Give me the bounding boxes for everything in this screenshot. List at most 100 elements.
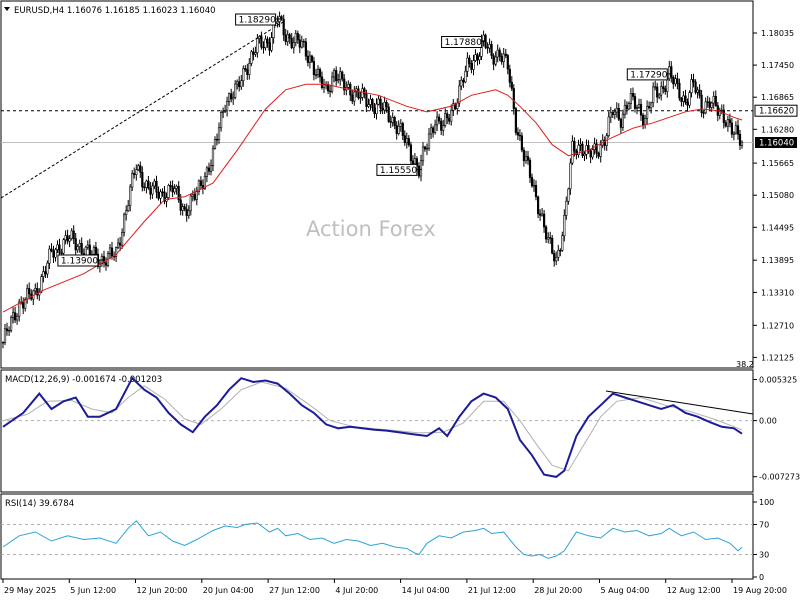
candle [337,73,340,84]
candle [613,108,616,120]
candle [318,67,322,83]
candle [722,104,725,129]
candle [692,73,695,88]
candle [429,123,433,139]
candle [320,71,324,90]
candle [280,15,283,21]
candle [173,184,176,195]
candle [143,182,146,191]
candle [205,165,209,183]
candle [381,102,384,115]
candle [351,89,354,105]
candle [678,78,681,101]
candle [627,101,630,111]
chart-menu-icon[interactable] [4,7,10,11]
candle [228,92,231,106]
candle [557,244,560,262]
candle [714,90,717,107]
candle [290,33,293,50]
candle [607,111,610,138]
candle [316,65,320,79]
candle [314,68,318,80]
candle [718,107,721,120]
price-callout-label: 1.13900 [61,257,98,267]
candle [660,81,663,101]
rsi-panel-title: RSI(14) 39.6784 [5,499,74,509]
candle [56,240,59,254]
price-callout: 1.15550 [376,163,422,176]
candle [232,91,235,105]
candle [175,184,178,195]
candle [335,66,338,86]
candle [5,322,9,336]
moving-average-line [2,83,743,313]
rsi-tick-label: 100 [759,498,774,507]
candle [444,108,447,128]
candle [417,162,421,179]
candle [462,77,465,88]
candle [298,34,301,54]
time-tick-label: 5 Jun 12:00 [70,586,116,595]
candle [520,132,523,153]
candle [306,50,310,67]
time-tick-label: 12 Jun 20:00 [137,586,188,595]
candle [516,127,519,140]
candle [222,107,225,119]
candle [512,84,515,115]
candle [117,238,120,250]
candle [149,182,152,200]
candle [732,131,735,141]
reference-price-tag-text: 1.16620 [759,107,794,117]
candle [74,233,77,255]
candle [476,52,479,66]
candle [704,97,707,115]
candle [14,306,17,323]
candle [119,237,122,252]
current-price-tag [755,137,797,148]
candle [159,189,162,204]
time-tick-label: 12 Aug 12:00 [667,586,721,595]
candle [209,159,213,176]
candle [639,98,643,121]
candle [22,297,25,315]
price-tick-label: 1.15665 [761,159,794,168]
candle [330,71,334,94]
price-callout: 1.13900 [57,254,103,267]
candle [431,125,435,138]
candle [177,181,180,203]
candle [486,42,489,54]
price-tick-label: 1.13310 [761,288,794,297]
candle [625,101,628,115]
time-tick-label: 19 Aug 20:00 [733,586,787,595]
candle [8,326,11,336]
candle [282,14,285,41]
candle [581,141,584,158]
price-candles-group [1,11,744,349]
retracement-label: 38.2 [736,360,754,369]
candle [694,79,697,95]
candle [534,180,538,201]
candle [589,149,592,164]
candle [549,231,552,244]
candle [276,15,279,28]
candle [189,193,192,216]
candle [127,199,130,212]
candle [341,70,344,82]
candle [617,103,620,121]
candle [567,187,570,205]
candle [260,31,263,50]
candle [155,175,158,199]
candle [532,179,536,192]
candle [183,203,186,212]
candle [292,36,295,54]
price-callout: 1.17290 [626,68,673,81]
candle [559,248,562,257]
candle [288,32,291,44]
candle [641,112,645,130]
candle [296,30,299,44]
candle [244,65,247,72]
candle [193,188,196,202]
candle [696,86,699,99]
candle [407,135,410,147]
candle [680,96,683,107]
